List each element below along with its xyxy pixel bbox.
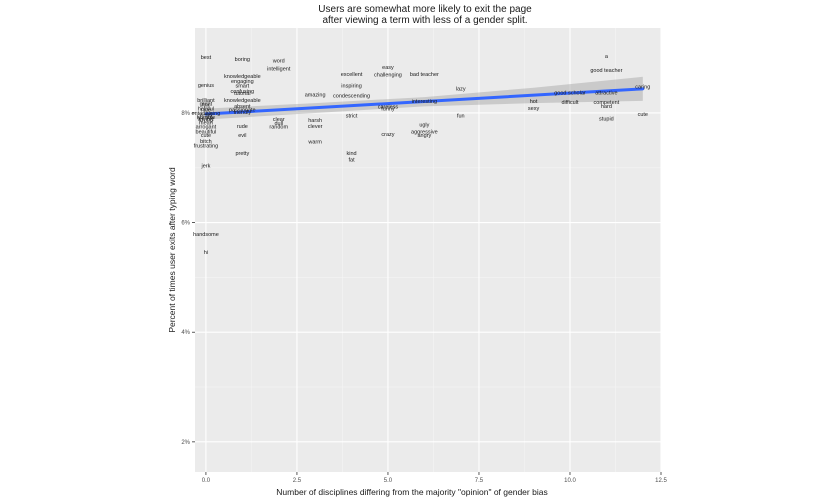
x-tick-label: 2.5 <box>293 478 302 484</box>
word-point: hi <box>204 250 208 256</box>
word-point: a <box>605 54 609 60</box>
word-point: handsome <box>193 232 219 238</box>
word-point: aggressive <box>411 130 438 136</box>
word-point: great <box>200 102 213 108</box>
word-point: crazy <box>381 132 394 138</box>
word-point: competent <box>594 100 620 106</box>
word-point: helpful <box>198 107 214 113</box>
word-point: ugly <box>419 122 429 128</box>
word-point: boring <box>235 57 250 63</box>
word-point: challenging <box>374 73 402 79</box>
word-point: fun <box>457 114 465 120</box>
word-point: entertaining <box>192 111 221 117</box>
y-tick-label: 2% <box>181 440 190 446</box>
word-point: smart <box>235 84 249 90</box>
word-point: random <box>269 125 288 131</box>
word-labels: best boring word intelligent easy excellent ch… <box>192 54 651 256</box>
major-gridlines <box>195 28 662 472</box>
word-point: bitch <box>200 139 212 145</box>
word-point: rude <box>237 124 248 130</box>
x-tick-label: 10.0 <box>564 478 576 484</box>
y-tick-label: 8% <box>181 111 190 117</box>
word-point: careless <box>378 104 399 110</box>
word-point: good teacher <box>590 68 622 74</box>
word-point: jerk <box>200 164 210 170</box>
word-point: intelligent <box>267 67 291 73</box>
x-tick-label: 0.0 <box>202 478 211 484</box>
word-point: lazy <box>456 86 466 92</box>
word-point: nice <box>201 108 211 114</box>
word-point: amazing <box>305 92 326 98</box>
word-point: genius <box>198 83 214 89</box>
word-point: tutorial <box>234 91 251 97</box>
chart-title-line-1: Users are somewhat more likely to exit t… <box>318 4 532 15</box>
word-point: terrible <box>198 116 215 122</box>
word-point: pretty <box>235 151 249 157</box>
word-point: cute <box>201 133 211 139</box>
trend-line <box>204 87 645 116</box>
word-point: confusing <box>231 89 255 95</box>
word-point: kind <box>347 151 357 157</box>
word-point: easy <box>382 65 394 71</box>
word-point: engaging <box>231 79 254 85</box>
word-point: excellent <box>341 72 363 78</box>
word-point: difficult <box>561 100 578 106</box>
word-point: beautiful <box>196 130 217 136</box>
word-point: clear <box>273 117 285 123</box>
word-point: fair <box>202 103 210 109</box>
word-point: mean <box>199 120 213 126</box>
word-point: condescending <box>333 93 370 99</box>
word-point: clever <box>308 124 323 130</box>
word-point: frustrating <box>194 143 218 149</box>
word-point: knowledgeable <box>224 98 261 104</box>
word-point: strict <box>346 114 358 120</box>
word-point: weird <box>198 113 212 119</box>
word-point: horrible <box>197 115 215 121</box>
word-point: knowledgeable <box>224 74 261 80</box>
word-point: funny <box>381 107 395 113</box>
x-axis: 0.0 2.5 5.0 7.5 10.0 12.5 <box>202 472 667 484</box>
word-point: brilliant <box>197 98 215 104</box>
word-point: arrogant <box>196 125 217 131</box>
word-point: inspiring <box>341 84 361 90</box>
word-point: bad teacher <box>410 72 439 78</box>
word-point: caring <box>635 85 650 91</box>
y-tick-label: 4% <box>181 330 190 336</box>
x-tick-label: 7.5 <box>475 478 484 484</box>
word-point: cute <box>638 112 648 118</box>
word-point: evil <box>238 133 246 139</box>
word-point: fat <box>348 158 355 164</box>
word-point: friendly <box>233 110 251 116</box>
word-point: hard <box>601 104 612 110</box>
word-point: stupid <box>599 116 614 122</box>
x-tick-label: 12.5 <box>655 478 667 484</box>
chart-title-line-2: after viewing a term with less of a gend… <box>322 15 527 26</box>
word-point: word <box>272 58 285 64</box>
regression-line <box>204 87 645 116</box>
y-axis-title: Percent of times user exits after typing… <box>167 167 177 333</box>
word-point: harsh <box>308 118 322 124</box>
y-axis: 2% 4% 6% 8% <box>181 111 195 446</box>
word-point: good scholar <box>554 91 586 97</box>
word-point: absent <box>234 104 251 110</box>
word-point: best <box>201 55 212 61</box>
word-point: attractive <box>595 91 617 97</box>
y-tick-label: 6% <box>181 221 190 227</box>
word-point: warm <box>307 139 322 145</box>
word-point: angry <box>417 133 431 139</box>
word-point: sexy <box>528 106 540 112</box>
word-point: hot <box>530 99 538 105</box>
word-point: loving <box>199 118 213 124</box>
word-point: dull <box>274 121 283 127</box>
word-point: interesting <box>412 99 437 105</box>
x-tick-label: 5.0 <box>384 478 393 484</box>
word-point: passionate <box>229 108 256 114</box>
x-axis-title: Number of disciplines differing from the… <box>276 487 547 497</box>
